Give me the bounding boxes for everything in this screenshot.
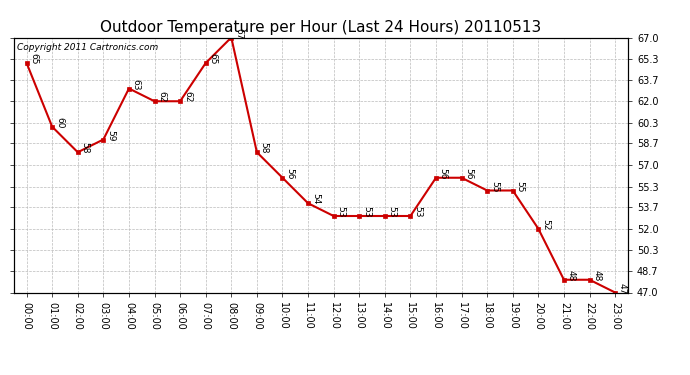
- Text: 60: 60: [55, 117, 64, 128]
- Text: 55: 55: [515, 181, 524, 192]
- Text: 65: 65: [208, 53, 217, 64]
- Text: 65: 65: [30, 53, 39, 64]
- Text: 53: 53: [362, 206, 371, 218]
- Text: 56: 56: [464, 168, 473, 179]
- Text: 59: 59: [106, 130, 115, 141]
- Text: 48: 48: [592, 270, 601, 281]
- Text: 63: 63: [132, 79, 141, 90]
- Text: 62: 62: [183, 92, 192, 103]
- Text: 58: 58: [259, 142, 268, 154]
- Text: 48: 48: [566, 270, 575, 281]
- Text: 56: 56: [439, 168, 448, 179]
- Title: Outdoor Temperature per Hour (Last 24 Hours) 20110513: Outdoor Temperature per Hour (Last 24 Ho…: [100, 20, 542, 35]
- Text: 56: 56: [285, 168, 294, 179]
- Text: 52: 52: [541, 219, 550, 230]
- Text: 53: 53: [413, 206, 422, 218]
- Text: 62: 62: [157, 92, 166, 103]
- Text: 67: 67: [234, 28, 243, 39]
- Text: 53: 53: [388, 206, 397, 218]
- Text: 54: 54: [310, 194, 320, 205]
- Text: 47: 47: [618, 283, 627, 294]
- Text: 58: 58: [81, 142, 90, 154]
- Text: 55: 55: [490, 181, 499, 192]
- Text: Copyright 2011 Cartronics.com: Copyright 2011 Cartronics.com: [17, 43, 158, 52]
- Text: 53: 53: [337, 206, 346, 218]
